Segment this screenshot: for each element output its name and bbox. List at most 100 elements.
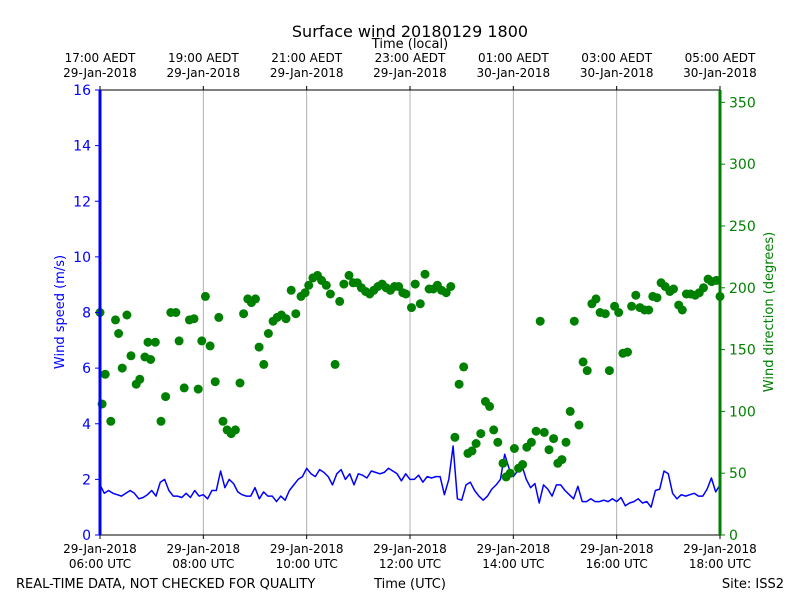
- right-tick-label: 150: [729, 343, 756, 359]
- left-tick-label: 4: [82, 417, 91, 433]
- wind-direction-series: [95, 269, 725, 482]
- right-tick-label: 250: [729, 219, 756, 235]
- wind-direction-point: [174, 336, 184, 346]
- right-tick-label: 200: [729, 281, 756, 297]
- right-tick-label: 350: [729, 95, 756, 111]
- wind-direction-point: [150, 337, 160, 347]
- wind-direction-point: [565, 406, 575, 416]
- wind-direction-point: [239, 309, 249, 319]
- wind-direction-point: [235, 378, 245, 388]
- left-axis-label: Wind speed (m/s): [53, 255, 68, 369]
- bottom-tick-date: 29-Jan-2018: [580, 542, 654, 556]
- wind-direction-point: [300, 288, 310, 298]
- wind-direction-point: [117, 363, 127, 373]
- bottom-tick-date: 29-Jan-2018: [373, 542, 447, 556]
- bottom-tick-time: 18:00 UTC: [689, 557, 751, 571]
- wind-direction-point: [441, 288, 451, 298]
- bottom-tick-time: 16:00 UTC: [586, 557, 648, 571]
- wind-direction-point: [122, 310, 132, 320]
- wind-direction-point: [407, 303, 416, 313]
- wind-direction-point: [214, 312, 224, 322]
- wind-direction-point: [569, 316, 579, 326]
- wind-direction-point: [557, 455, 567, 465]
- wind-direction-point: [100, 369, 110, 379]
- wind-direction-point: [325, 289, 335, 299]
- wind-direction-point: [526, 437, 536, 447]
- wind-speed-line: [99, 445, 721, 508]
- wind-direction-point: [493, 437, 503, 447]
- wind-direction-point: [591, 294, 601, 304]
- wind-direction-point: [189, 314, 199, 324]
- wind-direction-point: [415, 299, 425, 309]
- wind-direction-point: [459, 362, 469, 372]
- wind-direction-point: [291, 309, 301, 319]
- right-axis-label: Wind direction (degrees): [762, 232, 777, 392]
- wind-direction-point: [335, 296, 345, 306]
- bottom-tick-time: 12:00 UTC: [379, 557, 441, 571]
- wind-direction-point: [549, 434, 559, 444]
- wind-direction-point: [505, 468, 515, 478]
- bottom-tick-time: 08:00 UTC: [172, 557, 234, 571]
- left-tick-label: 14: [73, 139, 91, 155]
- wind-direction-point: [126, 351, 136, 361]
- bottom-tick-date: 29-Jan-2018: [477, 542, 551, 556]
- wind-direction-point: [171, 308, 181, 317]
- wind-direction-point: [179, 383, 189, 393]
- top-tick-date: 29-Jan-2018: [63, 66, 137, 80]
- wind-direction-point: [535, 316, 545, 326]
- right-tick-label: 100: [729, 404, 756, 420]
- wind-direction-point: [156, 416, 166, 426]
- wind-direction-point: [518, 460, 528, 469]
- wind-direction-point: [485, 401, 495, 411]
- wind-direction-point: [161, 392, 171, 402]
- wind-direction-point: [467, 446, 477, 456]
- wind-direction-point: [476, 429, 486, 439]
- wind-direction-point: [652, 293, 662, 303]
- top-tick-time: 21:00 AEDT: [271, 51, 342, 65]
- wind-direction-point: [193, 384, 203, 394]
- bottom-tick-time: 14:00 UTC: [482, 557, 544, 571]
- wind-direction-point: [531, 426, 541, 436]
- top-tick-time: 05:00 AEDT: [685, 51, 756, 65]
- wind-direction-point: [106, 416, 116, 426]
- wind-direction-point: [623, 347, 632, 357]
- wind-direction-point: [114, 329, 124, 338]
- wind-direction-point: [259, 359, 269, 369]
- top-tick-time: 03:00 AEDT: [581, 51, 652, 65]
- bottom-tick-date: 29-Jan-2018: [683, 542, 757, 556]
- x-axis-label: Time (UTC): [373, 577, 446, 592]
- wind-direction-point: [489, 425, 499, 435]
- top-axis-title: Time (local): [371, 37, 448, 52]
- wind-direction-point: [644, 305, 654, 315]
- wind-direction-point: [410, 279, 420, 289]
- wind-direction-point: [614, 308, 624, 317]
- left-tick-label: 12: [73, 194, 91, 210]
- left-tick-label: 2: [82, 472, 91, 488]
- wind-direction-point: [286, 285, 296, 295]
- wind-direction-point: [578, 357, 588, 367]
- wind-direction-point: [111, 315, 120, 325]
- wind-direction-point: [446, 282, 456, 291]
- wind-direction-point: [401, 289, 411, 299]
- wind-direction-point: [143, 337, 153, 347]
- wind-direction-point: [254, 342, 264, 352]
- wind-direction-point: [582, 366, 592, 376]
- top-tick-date: 29-Jan-2018: [373, 66, 447, 80]
- wind-direction-point: [627, 301, 637, 311]
- wind-direction-point: [509, 444, 519, 453]
- wind-direction-point: [251, 294, 260, 304]
- left-axis-ticks: 0 2 4 6 8 10 12 14 16: [73, 83, 100, 544]
- wind-direction-point: [544, 445, 554, 455]
- wind-direction-point: [699, 283, 708, 293]
- top-tick-date: 29-Jan-2018: [167, 66, 241, 80]
- wind-direction-point: [230, 425, 240, 435]
- chart-title: Surface wind 20180129 1800: [292, 22, 528, 41]
- wind-direction-point: [574, 420, 584, 430]
- left-tick-label: 10: [73, 250, 91, 266]
- left-tick-label: 6: [82, 361, 91, 377]
- wind-direction-point: [600, 309, 610, 319]
- wind-direction-point: [146, 355, 156, 364]
